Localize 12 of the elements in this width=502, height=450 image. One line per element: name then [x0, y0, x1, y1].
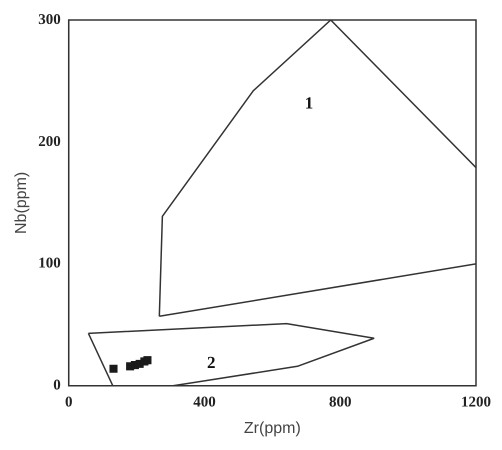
x-tick-label: 800 [328, 394, 352, 411]
x-axis-title: Zr(ppm) [244, 420, 301, 437]
x-tick-label: 400 [193, 394, 216, 411]
y-tick-label: 100 [38, 256, 61, 272]
x-tick-label: 1200 [461, 394, 491, 411]
y-axis-title: Nb(ppm) [13, 172, 30, 234]
annotation: 1 [304, 94, 314, 113]
y-tick-label: 300 [38, 12, 61, 28]
y-tick-label: 200 [38, 134, 61, 150]
y-tick-label: 0 [53, 378, 61, 394]
annotation: 2 [207, 353, 216, 372]
x-tick-label: 0 [64, 394, 72, 411]
